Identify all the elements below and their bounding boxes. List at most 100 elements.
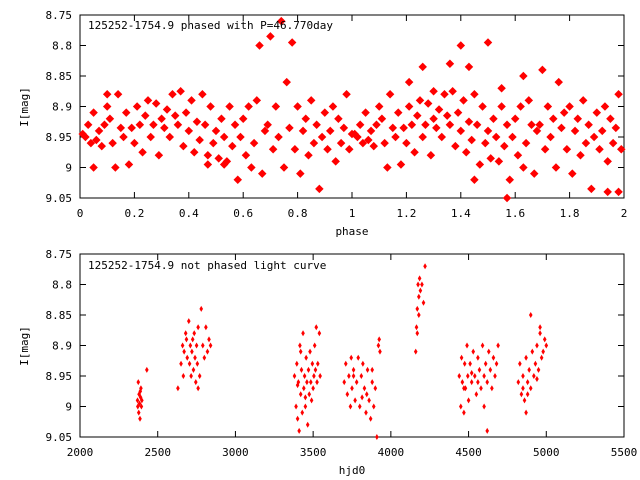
data-point [356,354,361,361]
data-point [298,348,303,355]
data-point [417,275,422,282]
data-point [305,379,309,386]
unphased-ticks: 2000 2500 3000 3500 4000 4500 5000 5500 8.75 8.8 8… [46,248,638,459]
data-point [533,360,538,367]
data-point [154,151,164,160]
data-point [181,373,186,379]
data-point [483,38,493,47]
data-point [432,123,441,133]
data-point [196,324,200,331]
data-point [136,379,141,386]
phased-x-tick-label: 0.4 [179,207,199,220]
data-point [489,114,498,123]
phased-y-tick-label: 9.05 [46,192,73,205]
data-point [464,117,474,126]
unphased-data-points [135,263,549,440]
data-point [354,379,359,386]
data-point [519,391,524,398]
unphased-x-tick-label: 4500 [455,446,482,459]
data-point [149,120,158,130]
unphased-x-tick-label: 3000 [222,446,249,459]
data-point [343,360,348,367]
data-point [334,114,343,123]
data-point [225,102,234,111]
data-point [532,373,536,379]
data-point [396,160,406,169]
data-point [108,138,117,148]
data-point [391,132,400,142]
phased-light-curve-panel: 0 0.2 0.4 0.6 0.8 1 1.2 1.4 1.6 1.8 2 8.75 8.8 8.85 8.… [18,9,627,238]
data-point [219,132,229,142]
data-point [516,102,525,111]
data-point [486,348,491,355]
data-point [208,342,213,349]
unphased-y-axis-label: I[mag] [18,326,31,366]
data-point [132,102,142,111]
data-point [336,138,346,148]
data-point [268,144,278,154]
data-point [362,385,367,392]
data-point [89,108,98,117]
data-point [342,90,351,99]
data-point [211,126,221,136]
data-point [415,330,420,337]
data-point [497,83,506,93]
phased-x-tick-label: 0 [77,207,84,220]
data-point [600,102,610,111]
data-point [207,336,211,343]
data-point [100,120,109,130]
data-point [549,114,558,123]
data-point [378,348,382,355]
data-point [187,360,192,367]
phased-y-tick-label: 9 [65,162,72,175]
phased-x-tick-label: 0.2 [124,207,144,220]
data-point [162,105,172,114]
data-point [410,148,419,157]
data-point [185,354,190,361]
data-point [138,415,142,422]
data-point [309,397,314,404]
data-point [510,114,520,123]
unphased-x-tick-label: 2500 [144,446,171,459]
data-point [465,373,470,379]
data-point [373,385,378,392]
data-point [137,400,142,407]
phased-y-tick-label: 8.85 [46,70,73,83]
data-point [471,348,476,355]
data-point [351,366,356,373]
data-point [192,117,202,126]
data-point [434,105,444,114]
data-point [365,366,370,373]
data-point [236,132,245,142]
data-point [190,348,194,355]
data-point [306,96,316,105]
data-point [490,385,494,392]
data-point [188,342,193,349]
data-point [417,293,421,300]
data-point [193,354,197,361]
data-point [468,360,472,367]
data-point [347,373,351,379]
data-point [535,376,539,383]
data-point [342,379,347,386]
phased-y-axis-label: I[mag] [18,87,31,127]
data-point [187,318,191,325]
data-point [570,126,580,136]
data-point [247,163,256,172]
data-point [295,382,300,389]
data-point [505,175,515,184]
data-point [402,138,411,148]
data-point [197,373,202,379]
data-point [187,96,196,105]
data-point [303,403,308,410]
data-point [141,111,150,120]
data-point [203,160,213,169]
unphased-y-tick-label: 9.05 [46,431,73,444]
phased-y-tick-label: 8.9 [52,101,72,114]
data-point [457,373,462,379]
data-point [214,154,223,163]
data-point [233,175,243,184]
data-point [292,373,297,379]
data-point [102,90,112,99]
